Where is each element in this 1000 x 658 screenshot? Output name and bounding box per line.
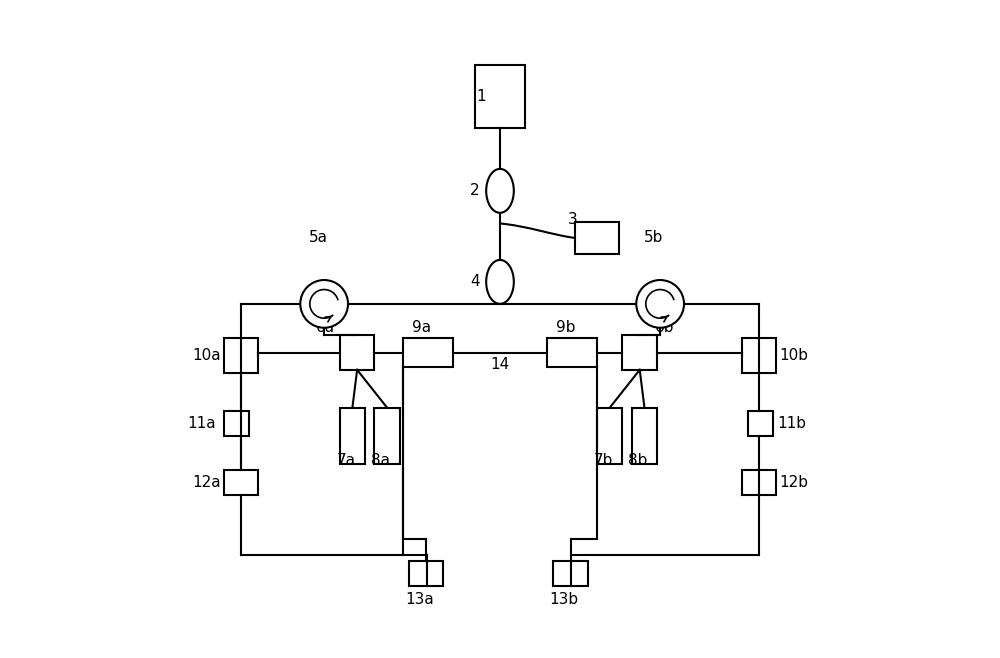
FancyBboxPatch shape [742, 470, 776, 495]
FancyBboxPatch shape [340, 336, 374, 370]
Circle shape [300, 280, 348, 328]
Ellipse shape [486, 260, 514, 304]
Text: 12b: 12b [779, 475, 808, 490]
Text: 10b: 10b [779, 348, 808, 363]
Text: 3: 3 [567, 212, 577, 226]
Text: 13a: 13a [406, 592, 434, 607]
Text: 8b: 8b [628, 453, 648, 468]
FancyBboxPatch shape [547, 338, 597, 367]
Circle shape [636, 280, 684, 328]
Text: 10a: 10a [192, 348, 221, 363]
Text: 9b: 9b [556, 320, 576, 335]
FancyBboxPatch shape [748, 411, 773, 436]
FancyBboxPatch shape [409, 561, 443, 586]
Text: 6a: 6a [316, 320, 335, 335]
Text: 7a: 7a [337, 453, 356, 468]
FancyBboxPatch shape [575, 222, 619, 253]
Text: 2: 2 [470, 184, 480, 198]
FancyBboxPatch shape [632, 407, 657, 464]
FancyBboxPatch shape [553, 561, 588, 586]
FancyBboxPatch shape [374, 407, 400, 464]
FancyBboxPatch shape [224, 411, 249, 436]
Text: 12a: 12a [192, 475, 221, 490]
FancyBboxPatch shape [403, 338, 453, 367]
Text: 14: 14 [490, 357, 510, 372]
Text: 1: 1 [476, 89, 486, 104]
FancyBboxPatch shape [340, 407, 365, 464]
Text: 7b: 7b [594, 453, 613, 468]
Ellipse shape [486, 169, 514, 213]
FancyBboxPatch shape [475, 65, 525, 128]
FancyBboxPatch shape [622, 336, 657, 370]
Text: 13b: 13b [550, 592, 579, 607]
FancyBboxPatch shape [224, 470, 258, 495]
Text: 9a: 9a [412, 320, 431, 335]
Text: 11a: 11a [187, 416, 216, 431]
Text: 5b: 5b [644, 230, 664, 245]
FancyBboxPatch shape [597, 407, 622, 464]
FancyBboxPatch shape [224, 338, 258, 373]
Text: 4: 4 [470, 274, 480, 290]
Text: 11b: 11b [778, 416, 807, 431]
Text: 5a: 5a [308, 230, 327, 245]
Text: 6b: 6b [655, 320, 675, 335]
FancyBboxPatch shape [742, 338, 776, 373]
Text: 8a: 8a [371, 453, 390, 468]
